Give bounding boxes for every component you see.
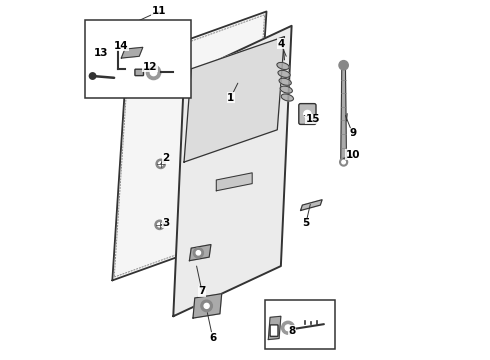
Ellipse shape [281,94,294,101]
Text: 13: 13 [94,48,109,58]
Text: 6: 6 [209,333,217,343]
Text: 12: 12 [143,62,157,72]
Ellipse shape [280,86,293,93]
Polygon shape [300,200,322,211]
Circle shape [304,111,311,118]
Circle shape [340,158,347,166]
Polygon shape [122,47,143,58]
Text: 5: 5 [302,218,310,228]
Polygon shape [112,12,267,280]
Circle shape [194,248,203,258]
Circle shape [204,303,209,309]
Ellipse shape [279,78,291,85]
Polygon shape [190,244,211,261]
Circle shape [150,69,157,76]
Bar [85,21,191,98]
Circle shape [89,73,96,79]
Ellipse shape [278,70,290,77]
Text: 7: 7 [198,286,206,296]
Circle shape [282,321,294,334]
Circle shape [201,300,212,312]
Text: 1: 1 [227,93,234,103]
Text: 15: 15 [306,114,320,124]
FancyBboxPatch shape [270,325,278,336]
Circle shape [158,223,162,227]
Text: 11: 11 [152,6,166,17]
Polygon shape [269,316,281,339]
Circle shape [339,60,348,70]
Text: 9: 9 [349,129,356,138]
Circle shape [196,251,200,255]
Circle shape [155,220,164,229]
Text: 14: 14 [114,41,128,50]
Text: 8: 8 [288,325,295,336]
Circle shape [285,325,291,330]
Ellipse shape [277,62,289,69]
Polygon shape [173,26,292,316]
FancyBboxPatch shape [299,104,316,125]
Text: 10: 10 [345,150,360,160]
Circle shape [147,65,161,80]
Circle shape [342,160,345,164]
Circle shape [156,159,166,168]
Text: 4: 4 [277,39,285,49]
Polygon shape [193,294,221,318]
Text: 2: 2 [163,153,170,163]
Circle shape [159,162,163,166]
FancyBboxPatch shape [135,69,144,76]
Polygon shape [216,173,252,191]
Polygon shape [341,65,346,162]
Text: 3: 3 [163,218,170,228]
Polygon shape [184,37,285,162]
Bar [265,300,335,348]
